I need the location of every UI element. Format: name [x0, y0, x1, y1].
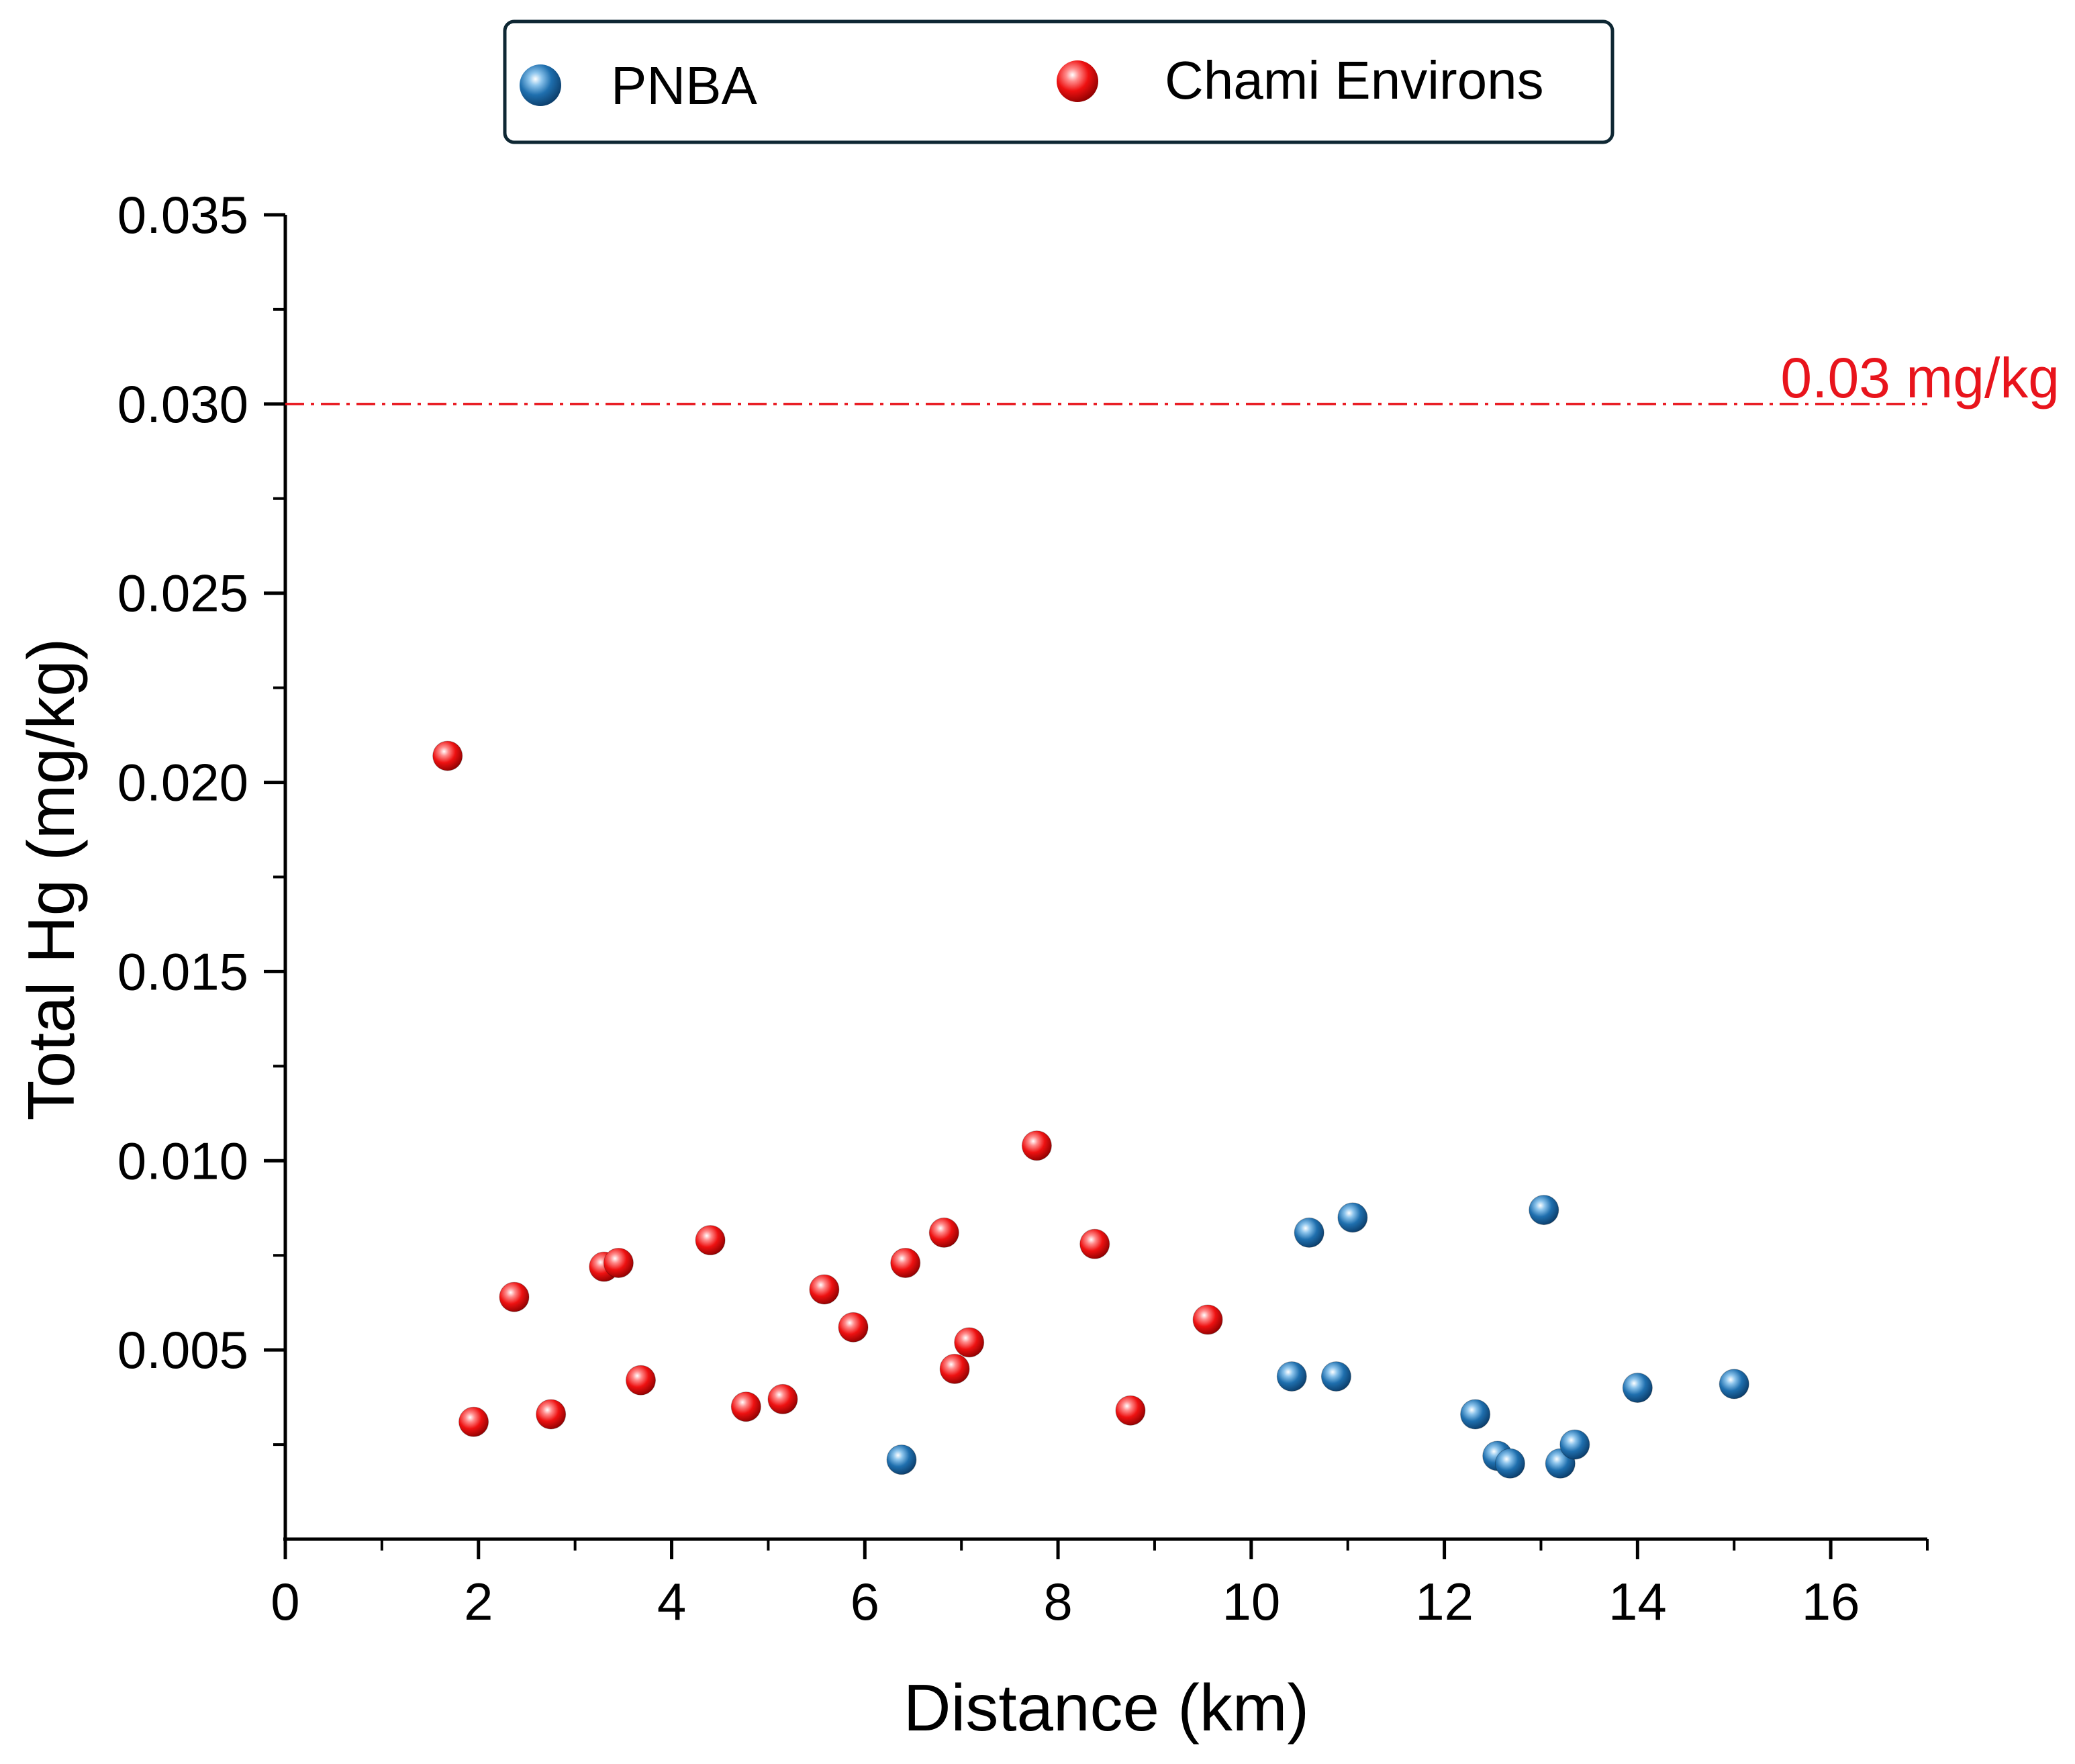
y-ticks: 0.005 0.010 0.015 0.020 0.025 0.030 0.035	[117, 185, 285, 1447]
point-pnba	[1276, 1361, 1307, 1392]
x-ticks: 0 2 4 6 8 10 12 14 16	[271, 1539, 1929, 1631]
y-tick-label: 0.020	[117, 753, 248, 812]
point-pnba	[1460, 1399, 1491, 1430]
point-pnba	[1337, 1202, 1368, 1233]
y-tick-label: 0.015	[117, 942, 248, 1001]
point-chami-environs	[928, 1217, 959, 1248]
legend-marker-pnba	[520, 64, 561, 106]
legend: PNBA Chami Environs	[503, 19, 1614, 144]
point-chami-environs	[939, 1353, 970, 1384]
point-pnba	[1529, 1195, 1559, 1226]
legend-label-pnba: PNBA	[611, 56, 757, 115]
point-pnba	[886, 1444, 917, 1475]
y-tick-label: 0.030	[117, 375, 248, 434]
point-chami-environs	[432, 740, 463, 771]
point-pnba	[1320, 1361, 1351, 1392]
x-tick-label: 16	[1802, 1572, 1860, 1631]
y-axis-title: Total Hg (mg/kg)	[14, 638, 88, 1121]
point-pnba	[1719, 1369, 1749, 1400]
y-tick-label: 0.035	[117, 185, 248, 244]
y-tick-label: 0.005	[117, 1320, 248, 1379]
x-tick-label: 10	[1222, 1572, 1280, 1631]
x-tick-label: 12	[1415, 1572, 1474, 1631]
point-chami-environs	[1192, 1304, 1223, 1335]
data-points	[432, 740, 1749, 1479]
axes	[283, 215, 1927, 1541]
y-tick-label: 0.010	[117, 1131, 248, 1190]
point-pnba	[1494, 1448, 1525, 1479]
point-chami-environs	[767, 1383, 798, 1414]
point-chami-environs	[459, 1406, 489, 1437]
reference-line-label: 0.03 mg/kg	[1780, 346, 2060, 409]
point-chami-environs	[499, 1281, 530, 1312]
point-chami-environs	[1079, 1228, 1110, 1259]
x-tick-label: 2	[464, 1572, 493, 1631]
point-chami-environs	[954, 1327, 985, 1358]
point-pnba	[1294, 1217, 1324, 1248]
x-tick-label: 4	[657, 1572, 686, 1631]
point-pnba	[1622, 1373, 1653, 1404]
y-tick-label: 0.025	[117, 564, 248, 623]
x-axis-title: Distance (km)	[904, 1671, 1309, 1745]
x-tick-label: 14	[1608, 1572, 1667, 1631]
x-tick-label: 8	[1043, 1572, 1072, 1631]
x-tick-label: 0	[271, 1572, 299, 1631]
point-chami-environs	[603, 1247, 634, 1278]
reference-line-group: 0.03 mg/kg	[285, 346, 2060, 409]
point-pnba	[1559, 1429, 1590, 1460]
point-chami-environs	[1115, 1395, 1146, 1426]
point-chami-environs	[625, 1365, 656, 1395]
point-chami-environs	[838, 1312, 869, 1342]
point-chami-environs	[809, 1274, 840, 1305]
point-chami-environs	[730, 1391, 761, 1422]
x-tick-label: 6	[851, 1572, 879, 1631]
legend-label-chami: Chami Environs	[1165, 50, 1544, 110]
point-chami-environs	[536, 1399, 567, 1430]
point-chami-environs	[890, 1247, 921, 1278]
point-chami-environs	[695, 1225, 726, 1256]
point-chami-environs	[1021, 1130, 1052, 1161]
legend-marker-chami	[1057, 60, 1098, 102]
